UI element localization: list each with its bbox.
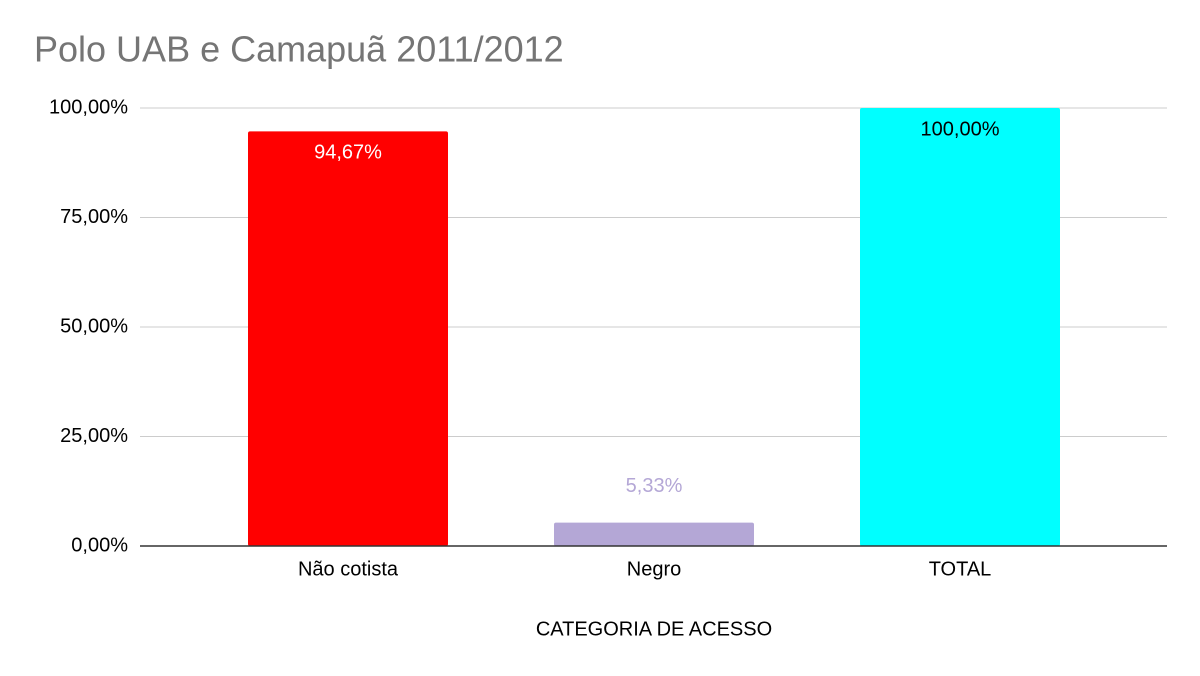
x-axis-title: CATEGORIA DE ACESSO — [536, 618, 772, 640]
y-tick-label: 0,00% — [71, 534, 128, 556]
y-tick-label: 50,00% — [60, 315, 128, 337]
chart-title: Polo UAB e Camapuã 2011/2012 — [34, 29, 564, 70]
x-tick-label: TOTAL — [929, 558, 992, 580]
data-label: 5,33% — [626, 475, 683, 497]
y-tick-label: 75,00% — [60, 206, 128, 228]
bar — [860, 108, 1060, 546]
bar — [248, 131, 448, 546]
x-tick-label: Não cotista — [298, 558, 399, 580]
x-tick-label: Negro — [627, 558, 681, 580]
data-label: 100,00% — [921, 118, 1000, 140]
bar — [554, 522, 754, 546]
data-label: 94,67% — [314, 142, 382, 164]
y-tick-label: 100,00% — [49, 96, 128, 118]
y-tick-label: 25,00% — [60, 425, 128, 447]
